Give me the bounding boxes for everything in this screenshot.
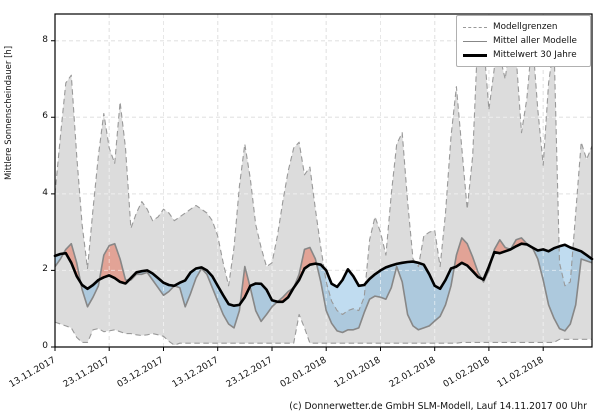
dashed-line-icon — [463, 26, 487, 28]
legend-label: Modellgrenzen — [493, 22, 558, 32]
thick-line-icon — [463, 53, 487, 57]
solid-line-icon — [463, 40, 487, 42]
legend-entry-mittelwert-30-jahre: Mittelwert 30 Jahre — [463, 48, 584, 62]
y-tick-label: 6 — [42, 111, 48, 122]
y-tick-label: 2 — [42, 264, 48, 275]
y-tick-label: 8 — [42, 34, 48, 45]
legend-label: Mittel aller Modelle — [493, 36, 577, 46]
y-tick-label: 4 — [42, 187, 48, 198]
copyright-caption: (c) Donnerwetter.de GmbH SLM-Modell, Lau… — [289, 401, 587, 412]
legend-entry-mittel-aller-modelle: Mittel aller Modelle — [463, 34, 584, 48]
legend-label: Mittelwert 30 Jahre — [493, 50, 577, 60]
legend-entry-modellgrenzen: Modellgrenzen — [463, 20, 584, 34]
y-tick-label: 0 — [42, 341, 48, 351]
legend: Modellgrenzen Mittel aller Modelle Mitte… — [456, 15, 591, 67]
